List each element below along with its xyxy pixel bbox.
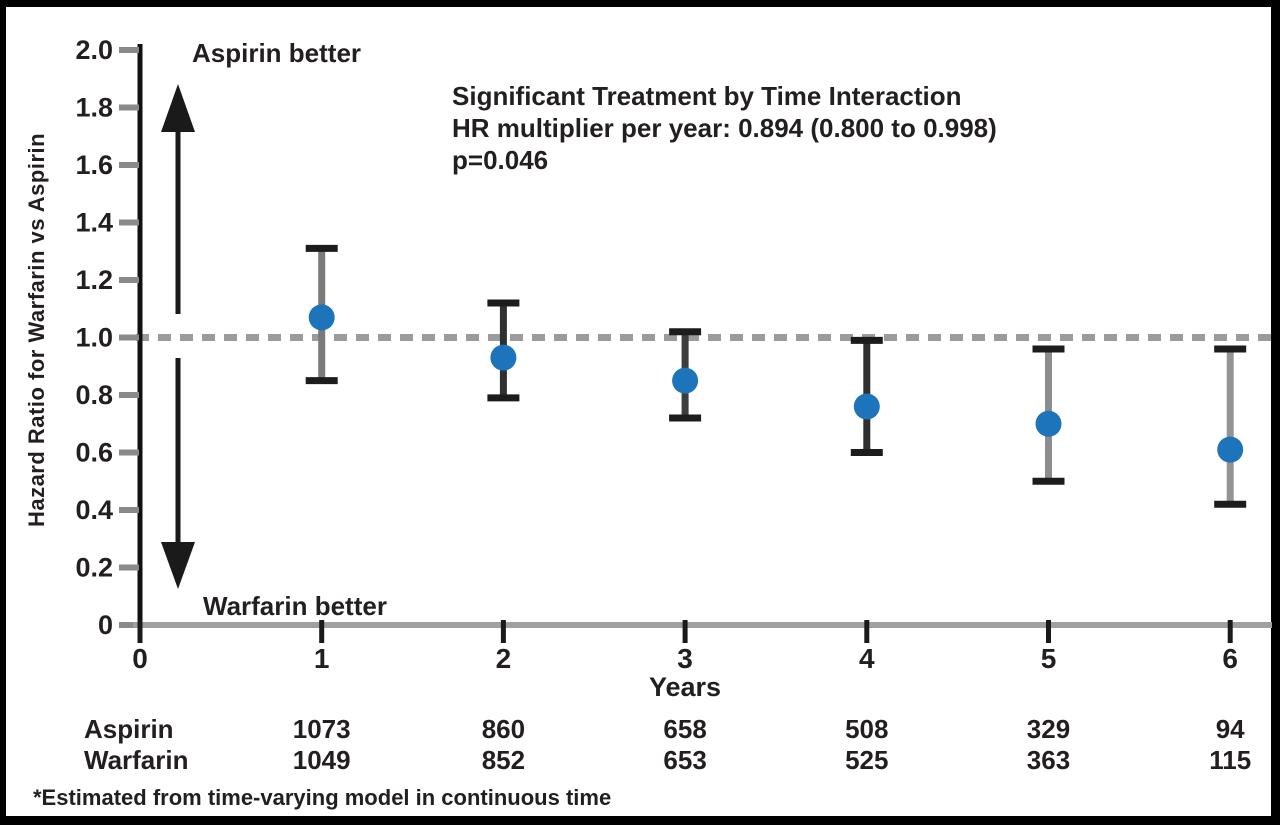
risk-table-row-label-aspirin: Aspirin: [84, 714, 174, 744]
y-tick-label: 1.0: [75, 323, 113, 353]
y-tick-label: 1.6: [75, 150, 113, 180]
up-arrow-head: [161, 84, 195, 132]
annotation-line-1: Significant Treatment by Time Interactio…: [452, 81, 962, 111]
risk-table-row-label-warfarin: Warfarin: [84, 745, 189, 775]
x-tick-label: 4: [859, 643, 875, 674]
risk-count-aspirin-year5: 329: [1026, 714, 1071, 744]
data-point: [1035, 410, 1062, 437]
risk-count-aspirin-year2: 860: [481, 714, 526, 744]
y-tick-label: 2.0: [75, 35, 113, 65]
annotation-line-2: HR multiplier per year: 0.894 (0.800 to …: [452, 113, 997, 143]
risk-count-warfarin-year3: 653: [663, 745, 707, 775]
data-point: [490, 344, 517, 371]
y-tick-label: 0.6: [75, 438, 113, 468]
x-tick-label: 5: [1041, 643, 1057, 674]
risk-count-warfarin-year1: 1049: [292, 745, 351, 775]
x-tick-label: 0: [132, 643, 148, 674]
x-tick-label: 6: [1222, 643, 1238, 674]
y-tick-label: 1.8: [75, 93, 113, 123]
risk-count-aspirin-year6: 94: [1215, 714, 1245, 744]
risk-count-aspirin-year3: 658: [663, 714, 707, 744]
x-tick-label: 3: [677, 643, 693, 674]
interaction-annotation: Significant Treatment by Time Interactio…: [452, 80, 997, 176]
y-tick-label: 1.2: [75, 265, 113, 295]
data-point: [672, 367, 699, 394]
x-axis-title: Years: [648, 672, 722, 702]
aspirin-better-label: Aspirin better: [192, 38, 362, 68]
x-tick-label: 2: [496, 643, 512, 674]
y-tick-label: 0.8: [75, 380, 113, 410]
data-point: [308, 304, 335, 331]
y-tick-label: 1.4: [75, 208, 113, 238]
annotation-line-3: p=0.046: [452, 145, 549, 175]
data-point: [1217, 436, 1244, 463]
x-tick-label: 1: [314, 643, 330, 674]
y-tick-label: 0: [98, 610, 113, 640]
y-axis-title: Hazard Ratio for Warfarin vs Aspirin: [24, 132, 49, 528]
risk-count-warfarin-year4: 525: [845, 745, 889, 775]
risk-count-aspirin-year4: 508: [845, 714, 889, 744]
risk-count-aspirin-year1: 1073: [292, 714, 351, 744]
risk-count-warfarin-year6: 115: [1209, 745, 1252, 775]
y-tick-label: 0.2: [75, 553, 113, 583]
warfarin-better-label: Warfarin better: [203, 591, 387, 621]
down-arrow-head: [161, 542, 195, 589]
footnote: *Estimated from time-varying model in co…: [33, 785, 612, 810]
risk-count-warfarin-year2: 852: [481, 745, 526, 775]
risk-count-warfarin-year5: 363: [1026, 745, 1071, 775]
y-tick-label: 0.4: [75, 495, 113, 525]
data-point: [853, 393, 880, 420]
